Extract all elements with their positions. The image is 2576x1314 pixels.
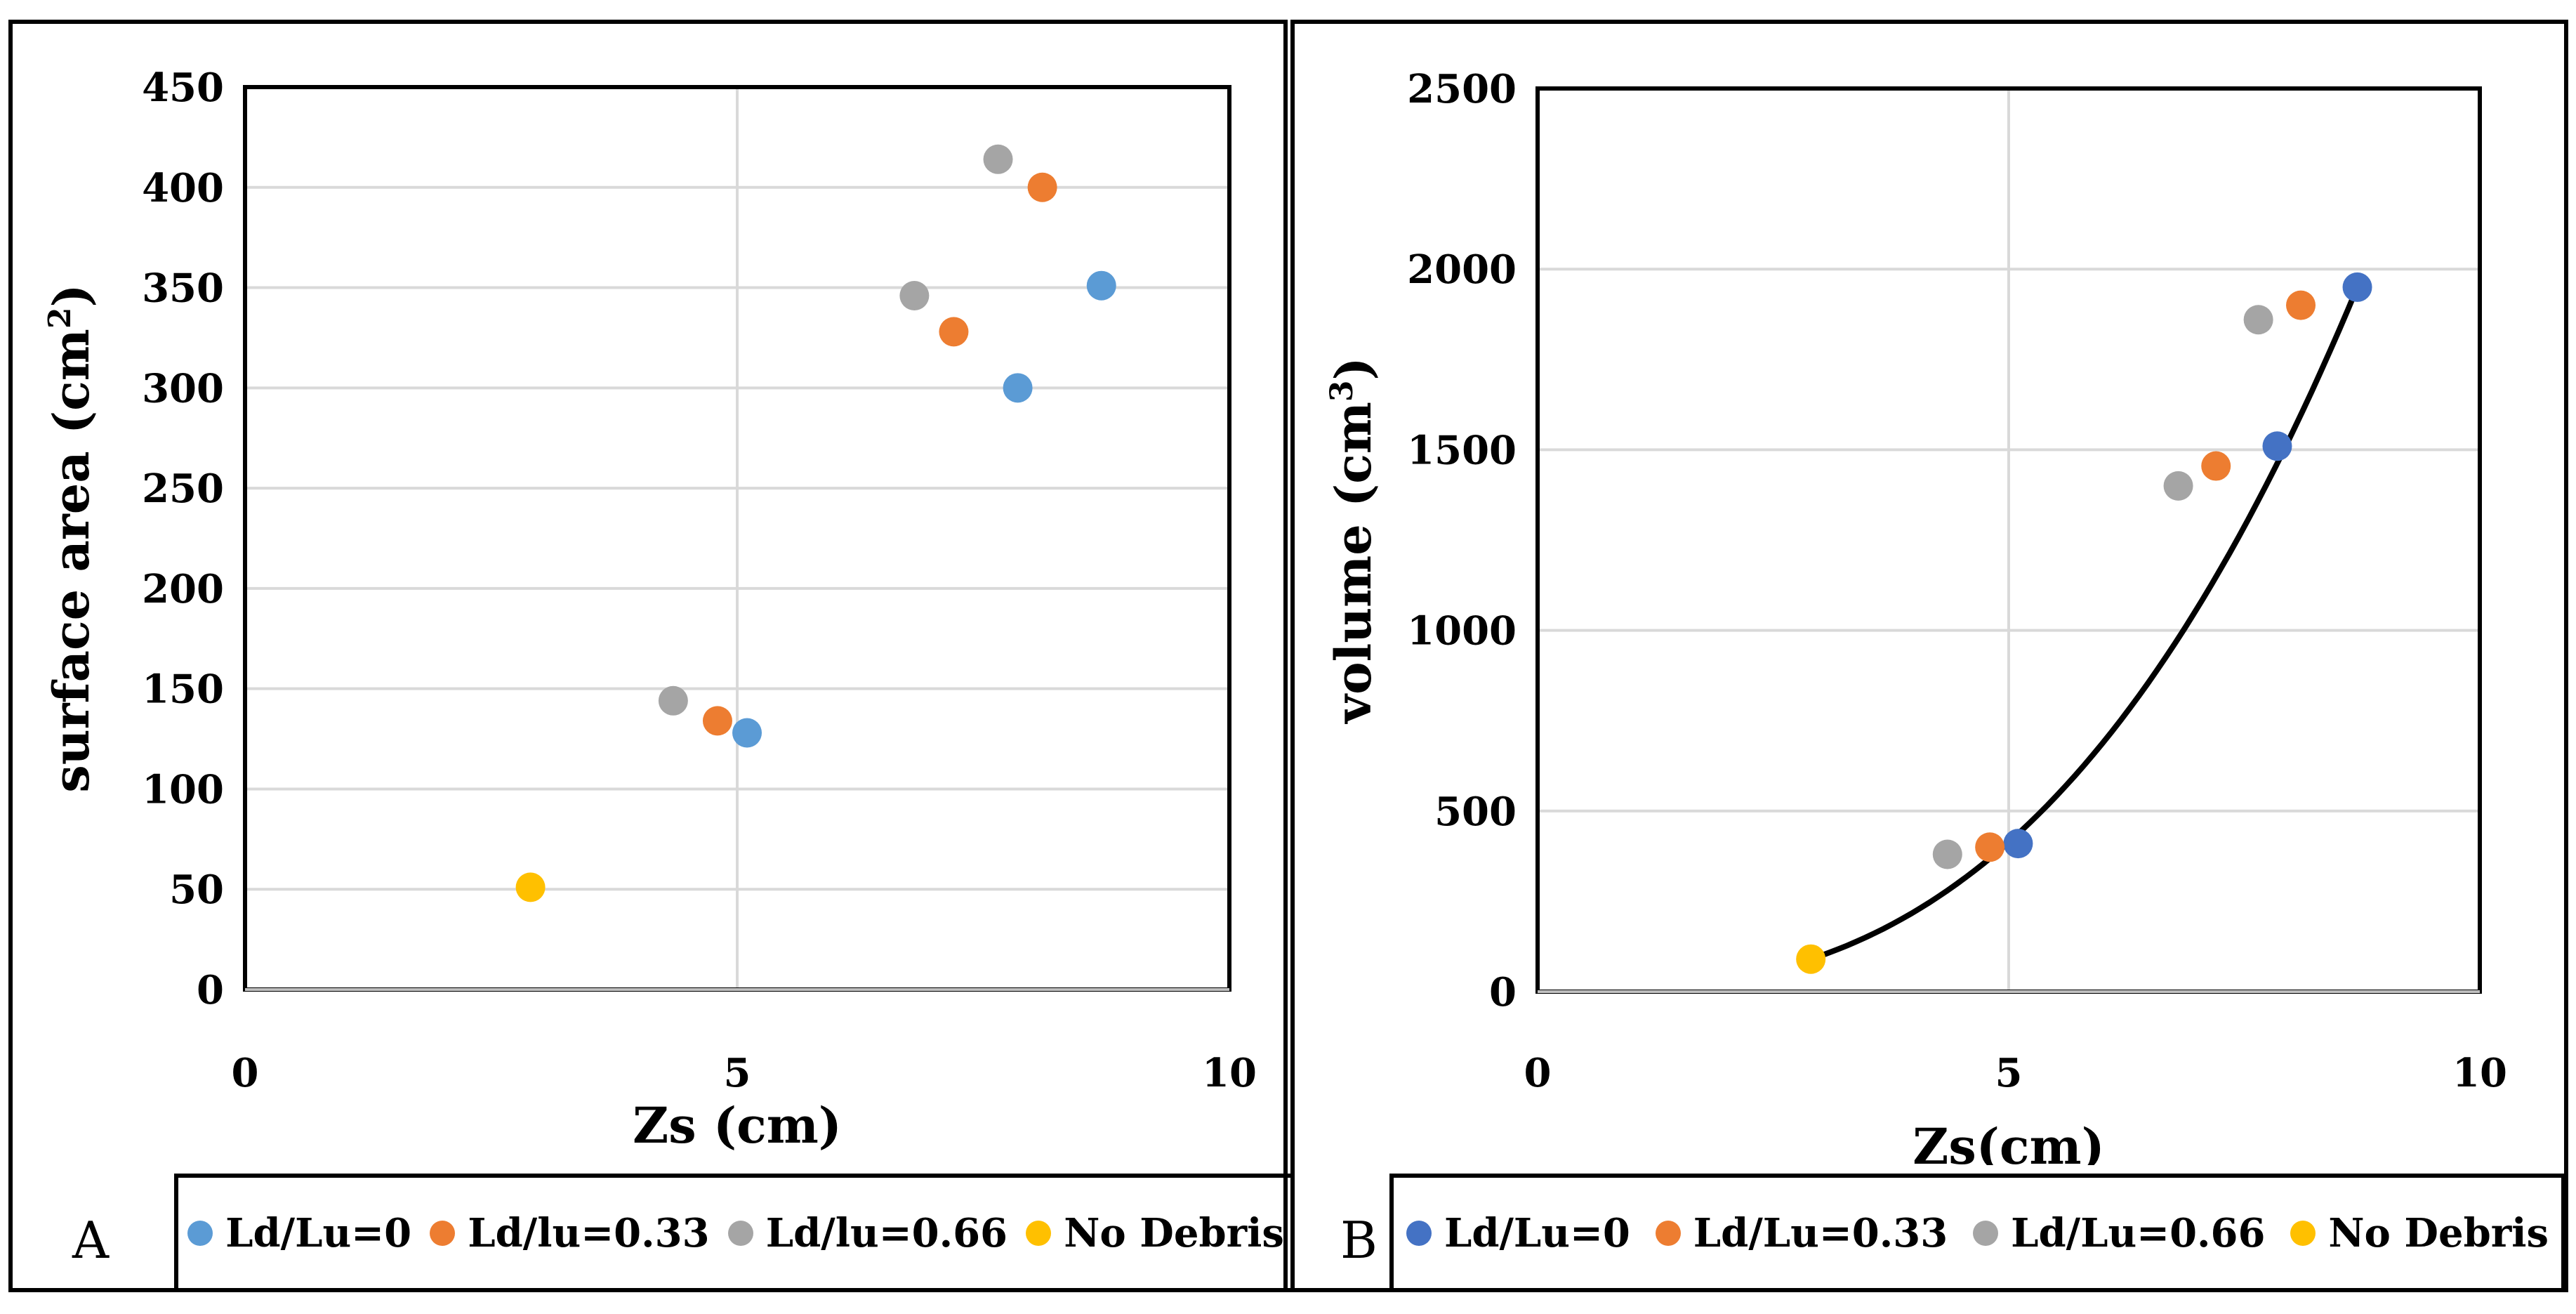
data-point-series-1 [2262, 431, 2292, 461]
y-tick-label: 1000 [1407, 608, 1517, 655]
y-tick-label: 300 [142, 365, 224, 412]
legend-item: Ld/Lu=0.33 [1655, 1209, 1948, 1256]
legend-a: Ld/Lu=0 Ld/lu=0.33 Ld/lu=0.66 No Debris [174, 1174, 1293, 1292]
chart-panel-a: 0 50 100 150 200 250 300 350 400 450 0 5 10 Zs (cm) su… [8, 20, 1293, 1292]
y-tick-label: 150 [142, 666, 224, 713]
data-point-series-2 [939, 317, 969, 347]
y-tick-label: 200 [142, 566, 224, 612]
data-point-series-3 [1932, 839, 1962, 869]
legend-marker-icon [187, 1220, 213, 1246]
legend-marker-icon [430, 1220, 456, 1246]
y-axis-title: surface area (cm2) [42, 284, 100, 792]
y-tick-label: 1500 [1407, 427, 1517, 473]
legend-label: Ld/lu=0.66 [765, 1209, 1008, 1256]
panel-label-b: B [1340, 1211, 1378, 1270]
data-point-series-4 [515, 872, 546, 902]
data-point-series-2 [702, 706, 732, 736]
legend-label: Ld/Lu=0 [225, 1209, 412, 1256]
legend-marker-icon [1026, 1220, 1052, 1246]
legend-item: No Debris [2290, 1210, 2549, 1256]
y-tick-label: 400 [142, 165, 224, 211]
legend-marker-icon [727, 1220, 753, 1246]
legend-item: Ld/lu=0.33 [430, 1209, 710, 1256]
data-point-series-1 [2003, 829, 2033, 859]
data-point-series-1 [2342, 272, 2372, 302]
y-tick-label: 2500 [1407, 66, 1517, 112]
data-point-series-4 [1796, 944, 1826, 974]
legend-marker-icon [1973, 1220, 1999, 1246]
x-tick-label: 0 [232, 1050, 259, 1096]
data-point-series-3 [2243, 305, 2273, 335]
legend-marker-icon [1655, 1220, 1681, 1246]
y-tick-label: 0 [1489, 969, 1517, 1016]
legend-item: Ld/lu=0.66 [727, 1209, 1008, 1256]
y-tick-label: 100 [142, 766, 224, 813]
legend-label: Ld/lu=0.33 [468, 1209, 710, 1256]
data-point-series-1 [1086, 270, 1116, 301]
legend-b: Ld/Lu=0 Ld/Lu=0.33 Ld/Lu=0.66 No Debris [1389, 1174, 2565, 1292]
y-tick-label: 450 [142, 65, 224, 111]
data-point-series-2 [2201, 451, 2231, 481]
x-axis-title: Zs (cm) [633, 1096, 842, 1155]
y-tick-label: 500 [1434, 789, 1517, 835]
data-point-series-3 [2163, 471, 2193, 501]
data-point-series-3 [658, 685, 688, 716]
x-tick-label: 0 [1524, 1050, 1552, 1096]
x-tick-label: 10 [2452, 1050, 2507, 1096]
legend-marker-icon [2290, 1220, 2316, 1246]
legend-item: Ld/Lu=0 [1406, 1210, 1630, 1256]
legend-item: Ld/Lu=0 [187, 1210, 411, 1256]
data-point-series-3 [983, 144, 1013, 174]
legend-label: Ld/Lu=0.66 [2011, 1209, 2266, 1256]
data-point-series-2 [2286, 290, 2316, 320]
legend-label: No Debris [1064, 1209, 1284, 1256]
trendline [1809, 286, 2360, 962]
legend-marker-icon [1406, 1220, 1432, 1246]
scatter-plot-volume: 0 500 1000 1500 2000 2500 0 5 10 Zs(cm) volume (cm… [1324, 66, 2507, 1165]
legend-label: Ld/Lu=0.33 [1693, 1209, 1948, 1256]
y-tick-label: 250 [142, 466, 224, 512]
y-tick-label: 2000 [1407, 247, 1517, 293]
chart-panel-b: 0 500 1000 1500 2000 2500 0 5 10 Zs(cm) volume (cm… [1290, 20, 2568, 1292]
legend-label: No Debris [2328, 1209, 2549, 1256]
x-axis-title: Zs(cm) [1913, 1117, 2104, 1165]
data-point-series-3 [899, 280, 930, 310]
panel-label-a: A [72, 1211, 109, 1270]
data-point-series-1 [732, 718, 762, 748]
scatter-plot-surface-area: 0 50 100 150 200 250 300 350 400 450 0 5 10 Zs (cm) su… [42, 65, 1257, 1155]
x-tick-label: 10 [1202, 1050, 1257, 1096]
x-tick-label: 5 [724, 1050, 751, 1096]
x-tick-label: 5 [1995, 1050, 2023, 1096]
legend-label: Ld/Lu=0 [1444, 1209, 1630, 1256]
data-point-series-2 [1975, 832, 2005, 862]
data-point-series-2 [1027, 172, 1057, 202]
y-tick-label: 0 [197, 967, 224, 1013]
legend-item: Ld/Lu=0.66 [1973, 1210, 2265, 1256]
y-axis-title: volume (cm3) [1324, 357, 1382, 724]
y-tick-label: 50 [169, 867, 224, 913]
data-point-series-1 [1003, 373, 1033, 403]
legend-item: No Debris [1026, 1210, 1284, 1256]
y-tick-label: 350 [142, 265, 224, 312]
